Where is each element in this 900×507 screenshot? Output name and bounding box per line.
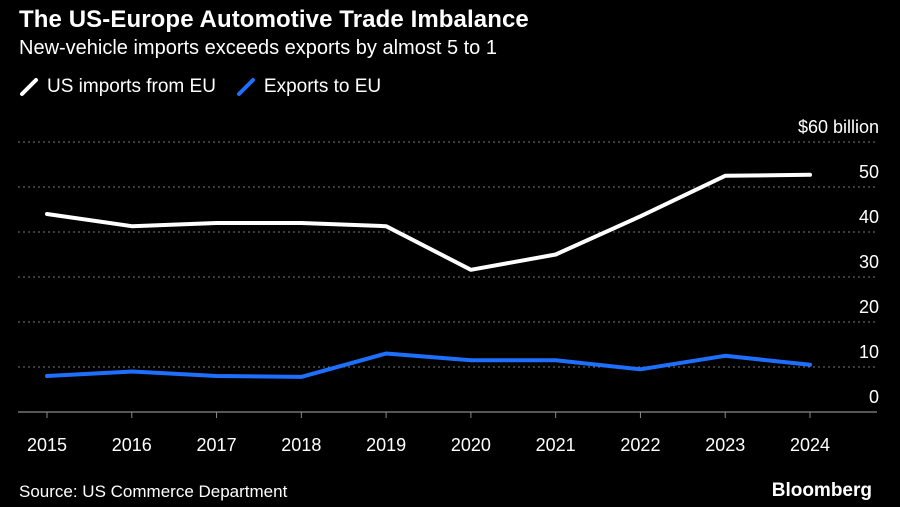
x-tick-label: 2023: [705, 435, 745, 455]
legend-swatch-exports-icon: [236, 78, 255, 96]
x-tick-label: 2020: [451, 435, 491, 455]
y-tick-label: 40: [859, 207, 879, 227]
x-tick-label: 2018: [281, 435, 321, 455]
y-tick-label: 10: [859, 342, 879, 362]
legend-label-exports: Exports to EU: [263, 76, 382, 97]
y-tick-label: 0: [869, 387, 879, 407]
source-note: Source: US Commerce Department: [19, 482, 288, 501]
y-tick-label: 50: [859, 162, 879, 182]
legend-item-imports: US imports from EU: [19, 76, 216, 98]
x-tick-label: 2015: [27, 435, 67, 455]
series-line-imports: [45, 172, 812, 272]
legend-label-imports: US imports from EU: [47, 76, 216, 97]
bloomberg-logo: Bloomberg: [771, 480, 872, 501]
legend-swatch-imports-icon: [20, 78, 38, 96]
chart-title: The US-Europe Automotive Trade Imbalance: [19, 6, 529, 33]
x-tick-label: 2021: [536, 435, 576, 455]
x-tick-label: 2022: [620, 435, 660, 455]
series-line-exports: [45, 351, 812, 379]
x-tick-label: 2016: [112, 435, 152, 455]
x-tick-label: 2019: [366, 435, 406, 455]
y-tick-label: 30: [859, 252, 879, 272]
y-tick-label: 20: [859, 297, 879, 317]
x-tick-label: 2024: [790, 435, 830, 455]
x-tick-label: 2017: [197, 435, 237, 455]
legend-item-exports: Exports to EU: [236, 76, 381, 98]
chart-subtitle: New-vehicle imports exceeds exports by a…: [19, 37, 497, 59]
y-tick-label: $60 billion: [798, 117, 879, 137]
legend: US imports from EU Exports to EU: [19, 76, 401, 98]
